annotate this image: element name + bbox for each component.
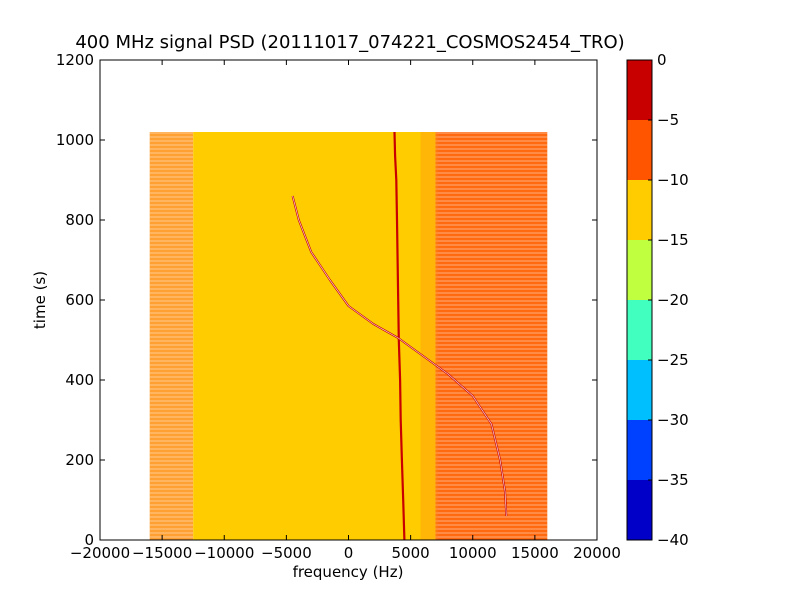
y-tick-label: 600 [65, 291, 94, 309]
y-axis-label: time (s) [31, 271, 49, 329]
colorbar-tick-label: −5 [657, 111, 679, 129]
colorbar-tick-label: −40 [657, 531, 689, 549]
x-tick-label: 20000 [573, 544, 621, 562]
colorbar-segment [627, 240, 652, 300]
chart-title: 400 MHz signal PSD (20111017_074221_COSM… [75, 32, 624, 53]
trace-carrier-line [393, 131, 406, 540]
x-tick-label: −5000 [261, 544, 312, 562]
y-tick-label: 0 [84, 531, 94, 549]
colorbar-tick-label: −20 [657, 291, 689, 309]
x-tick-label: 5000 [392, 544, 430, 562]
colorbar-tick-label: −35 [657, 471, 689, 489]
colorbar-segment [627, 420, 652, 480]
colorbar-segment [627, 300, 652, 360]
colorbar-segment [627, 180, 652, 240]
x-tick-label: 10000 [449, 544, 497, 562]
colorbar-tick-label: 0 [657, 51, 667, 69]
y-axis-ticks: 0 200 400 600 800 1000 1200 [56, 51, 597, 549]
heatmap-transition-band [420, 132, 438, 540]
colorbar-segment [627, 360, 652, 420]
colorbar-segment [627, 120, 652, 180]
y-tick-label: 400 [65, 371, 94, 389]
y-tick-label: 800 [65, 211, 94, 229]
heatmap-region-texture-2 [435, 132, 548, 540]
heatmap-region-texture-0 [149, 132, 194, 540]
colorbar-segment [627, 60, 652, 120]
colorbar-tick-label: −30 [657, 411, 689, 429]
colorbar-tick-label: −15 [657, 231, 689, 249]
x-tick-label: −15000 [132, 544, 192, 562]
y-tick-label: 1000 [56, 131, 94, 149]
x-tick-label: −20000 [70, 544, 130, 562]
colorbar-tick-label: −10 [657, 171, 689, 189]
x-axis-label: frequency (Hz) [293, 563, 404, 581]
y-tick-label: 200 [65, 451, 94, 469]
y-tick-label: 1200 [56, 51, 94, 69]
colorbar-tick-label: −25 [657, 351, 689, 369]
x-axis-ticks: −20000 −15000 −10000 −5000 0 5000 10000 15000 20… [70, 60, 621, 562]
spectrogram-heatmap [149, 132, 548, 540]
x-tick-label: 0 [344, 544, 354, 562]
trace-highlight [292, 195, 507, 517]
x-tick-label: −10000 [194, 544, 254, 562]
colorbar-segment [627, 480, 652, 540]
signal-traces [291, 131, 508, 540]
colorbar: −40 −35 −30 −25 −20 −15 −10 −5 0 [626, 51, 689, 549]
x-tick-label: 15000 [511, 544, 559, 562]
